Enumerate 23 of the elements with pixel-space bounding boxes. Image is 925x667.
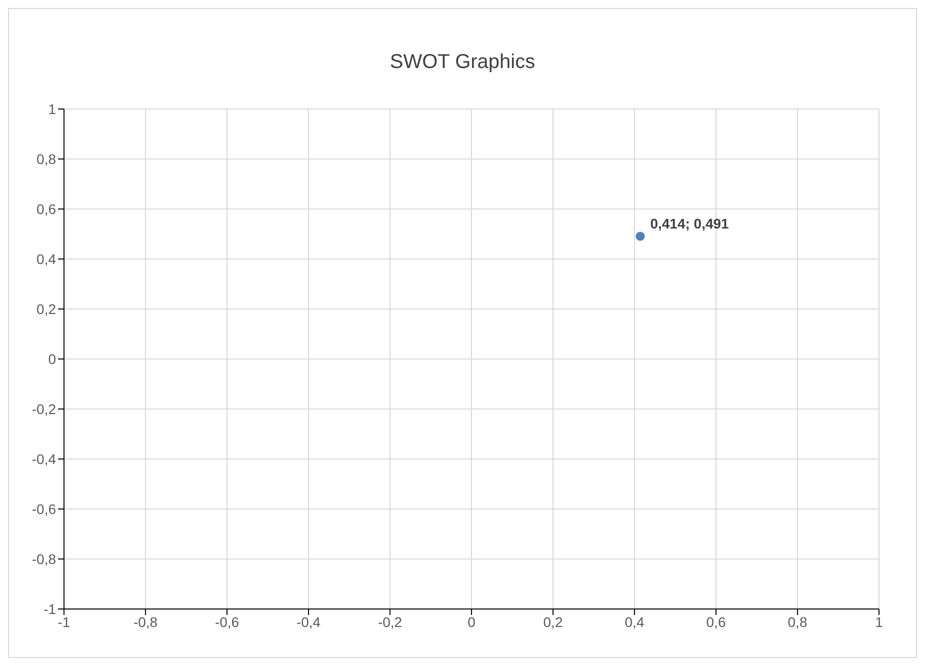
x-tick-label: -0,2 [378,614,402,630]
x-tick-label: 0,4 [624,614,644,630]
data-label: 0,414; 0,491 [650,215,730,232]
x-tick-label: 0,6 [706,614,726,630]
y-tick-label: -0,2 [32,400,56,417]
y-tick-label: 0 [48,350,56,367]
y-tick-label: 1 [48,100,56,117]
y-tick-label: 0,6 [36,200,56,217]
y-tick-label: 0,2 [36,300,56,317]
y-tick-label: -0,4 [32,450,56,467]
x-tick-label: 0,8 [788,614,808,630]
x-tick-label: 1 [875,614,884,630]
y-tick-label: 0,8 [36,150,56,167]
x-tick-label: 0 [468,614,476,630]
y-tick-label: -0,6 [32,500,56,517]
y-tick-label: -1 [44,600,56,617]
x-tick-label: 0,2 [543,614,563,630]
y-tick-label: -0,8 [32,550,56,567]
x-tick-label: -0,4 [296,614,321,630]
x-tick-label: -0,6 [214,614,240,630]
y-tick-label: 0,4 [36,250,56,267]
x-tick-label: -0,8 [133,614,158,630]
chart-title: SWOT Graphics [388,50,536,75]
